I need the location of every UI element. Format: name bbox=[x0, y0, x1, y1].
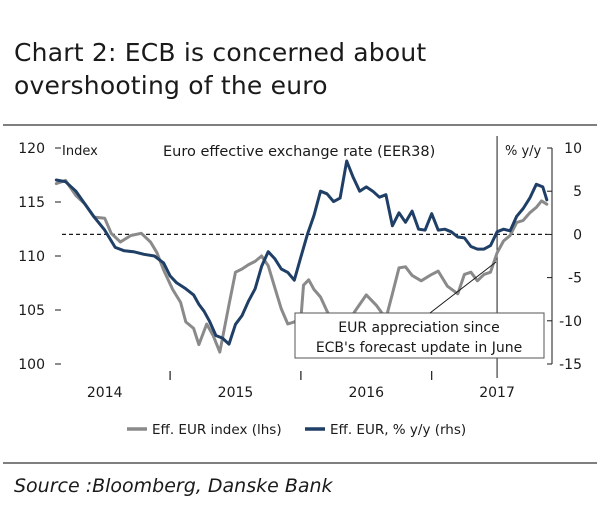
legend: Eff. EUR index (lhs) Eff. EUR, % y/y (rh… bbox=[127, 422, 466, 438]
x-axis-year-label: 2015 bbox=[218, 385, 254, 401]
legend-label-yoy: Eff. EUR, % y/y (rhs) bbox=[330, 422, 466, 438]
x-axis-year-label: 2017 bbox=[479, 385, 515, 401]
x-axis-year-label: 2014 bbox=[87, 385, 123, 401]
left-axis-tick-label: 110 bbox=[18, 249, 45, 265]
right-axis-tick-label: -15 bbox=[559, 357, 582, 373]
right-axis-tick-label: 0 bbox=[573, 227, 582, 243]
annotation-box bbox=[294, 312, 545, 359]
right-axis-tick-label: 5 bbox=[573, 184, 582, 200]
chart-title: Chart 2: ECB is concerned about overshoo… bbox=[14, 36, 584, 102]
axes-layer: 100 105 110 115 120 -15 -10 -5 0 5 10 2014 2015 2016 2… bbox=[18, 136, 582, 401]
right-axis-tick-label: -10 bbox=[559, 314, 582, 330]
chart-title-line-2: overshooting of the euro bbox=[14, 71, 328, 100]
left-axis-tick-label: 120 bbox=[18, 141, 45, 157]
series-eff-eur-index-line bbox=[54, 178, 549, 354]
right-axis-tick-label: 10 bbox=[564, 141, 582, 157]
series-eff-eur-yoy-line bbox=[54, 159, 549, 346]
x-axis-year-label: 2016 bbox=[348, 385, 384, 401]
annotation-line-1: EUR appreciation since bbox=[338, 320, 500, 336]
right-axis-label: % y/y bbox=[505, 144, 542, 159]
left-axis-label: Index bbox=[62, 144, 98, 159]
annotation-line-2: ECB's forecast update in June bbox=[316, 340, 522, 356]
legend-label-index: Eff. EUR index (lhs) bbox=[152, 422, 282, 438]
annotation-arrow bbox=[429, 261, 497, 314]
left-axis-tick-label: 105 bbox=[18, 303, 45, 319]
series-layer bbox=[54, 159, 549, 354]
chart-title-line-1: Chart 2: ECB is concerned about bbox=[14, 38, 427, 67]
right-axis-tick-label: -5 bbox=[568, 271, 582, 287]
left-axis-tick-label: 100 bbox=[18, 357, 45, 373]
left-axis-tick-label: 115 bbox=[18, 195, 45, 211]
chart-subtitle: Euro effective exchange rate (EER38) bbox=[163, 144, 435, 160]
source-note: Source :Bloomberg, Danske Bank bbox=[14, 475, 333, 497]
